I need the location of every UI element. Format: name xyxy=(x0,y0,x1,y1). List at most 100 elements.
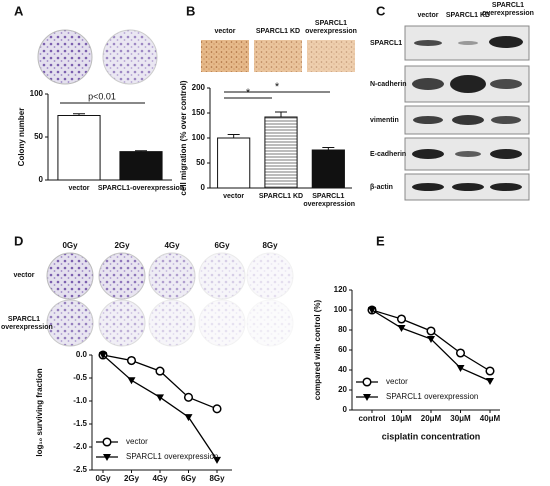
bar xyxy=(311,149,345,189)
bar xyxy=(119,151,163,181)
point xyxy=(126,355,137,366)
image-label: vector xyxy=(214,28,236,35)
blot-column-label: SPARCL1 KD xyxy=(445,12,491,19)
point xyxy=(127,377,136,385)
point xyxy=(396,314,407,324)
panel-label: E xyxy=(376,233,385,248)
x-tick-label: 20μM xyxy=(421,414,442,423)
error-bar xyxy=(322,147,335,150)
panel-label: B xyxy=(186,3,195,18)
blot-row-label: N-cadherin xyxy=(370,81,407,88)
panel-label: C xyxy=(376,3,386,18)
x-tick-label: SPARCL1 KD xyxy=(258,193,304,200)
annotation: * xyxy=(246,87,251,99)
western-blot xyxy=(404,25,530,201)
point xyxy=(397,325,406,332)
blot-row-label: vimentin xyxy=(370,117,399,124)
x-tick-label: 8Gy xyxy=(209,474,225,483)
x-tick-label: SPARCL1-overexpression xyxy=(98,185,184,192)
x-tick-label: 40μM xyxy=(480,414,501,423)
panel-label: A xyxy=(14,3,24,18)
x-tick-label: 4Gy xyxy=(152,474,168,483)
y-axis-label: compared with control (%) xyxy=(313,299,322,400)
blot-row-label: E-cadherin xyxy=(370,151,406,158)
point xyxy=(156,394,164,402)
migration-images xyxy=(201,40,355,72)
point xyxy=(99,352,107,359)
legend-label: vector xyxy=(386,377,408,386)
y-tick-label: 40 xyxy=(338,365,347,374)
point xyxy=(427,336,435,343)
x-tick-label: vector xyxy=(68,185,89,192)
x-tick-label: vector xyxy=(223,193,245,200)
y-tick-label: 120 xyxy=(334,285,348,294)
y-tick-label: -0.5 xyxy=(73,373,87,382)
bar xyxy=(57,115,101,181)
legend-marker xyxy=(102,437,112,447)
x-tick-label: 10μM xyxy=(391,414,412,423)
plate-images xyxy=(37,29,158,85)
point xyxy=(426,326,436,336)
image-label: SPARCL1 overexpression xyxy=(305,20,357,35)
legend-marker xyxy=(363,394,371,401)
point xyxy=(155,366,165,376)
radiation-plates xyxy=(46,252,294,347)
error-bar xyxy=(73,113,85,116)
blot-column-label: vector xyxy=(417,12,439,19)
y-tick-label: 50 xyxy=(34,132,43,141)
blot-row-label: SPARCL1 xyxy=(370,40,402,47)
plate-column-label: 4Gy xyxy=(164,241,180,250)
panel-label: D xyxy=(14,233,23,248)
y-axis-label: log₁₀ surviving fraction xyxy=(35,368,44,456)
y-tick-label: 0.0 xyxy=(76,350,88,359)
y-tick-label: -1.5 xyxy=(73,419,87,428)
plate-column-label: 2Gy xyxy=(114,241,130,250)
x-tick-label: SPARCL1 overexpression xyxy=(303,193,356,208)
point xyxy=(183,392,194,402)
y-tick-label: 50 xyxy=(196,158,205,167)
legend-label: SPARCL1 overexpression xyxy=(126,452,218,461)
y-tick-label: 100 xyxy=(30,89,44,98)
blot-column-label: SPARCL1 overexpression xyxy=(482,2,534,17)
x-tick-label: control xyxy=(358,414,385,423)
y-tick-label: 60 xyxy=(338,345,347,354)
point xyxy=(368,307,376,314)
y-tick-label: 150 xyxy=(192,108,206,117)
x-tick-label: 2Gy xyxy=(124,474,140,483)
x-tick-label: 6Gy xyxy=(181,474,197,483)
bar xyxy=(264,116,298,189)
point xyxy=(213,456,221,464)
x-tick-label: 0Gy xyxy=(95,474,111,483)
y-tick-label: 0 xyxy=(201,183,206,192)
y-axis-label: cell migration (% over control) xyxy=(179,80,188,195)
series-line xyxy=(371,309,491,382)
point xyxy=(212,404,222,414)
bar xyxy=(217,137,251,189)
y-axis-label: Colony number xyxy=(17,108,26,167)
legend-label: vector xyxy=(126,437,148,446)
point xyxy=(485,366,495,376)
point xyxy=(456,365,465,372)
y-tick-label: 80 xyxy=(338,325,347,334)
plate-column-label: 8Gy xyxy=(262,241,278,250)
image-label: SPARCL1 KD xyxy=(255,28,301,35)
error-bar xyxy=(227,134,240,138)
plate-row-label: vector xyxy=(13,272,35,279)
legend-marker xyxy=(103,454,111,461)
plate-row-label: SPARCL1 overexpression xyxy=(1,316,53,331)
y-tick-label: -2.5 xyxy=(73,465,87,474)
blot-row-label: β-actin xyxy=(370,184,393,191)
plate-column-label: 6Gy xyxy=(214,241,230,250)
y-tick-label: 100 xyxy=(192,133,206,142)
point xyxy=(486,378,494,385)
y-tick-label: 100 xyxy=(334,305,348,314)
significance-brackets xyxy=(60,91,330,104)
y-tick-label: 0 xyxy=(39,175,44,184)
x-axis-label: cisplatin concentration xyxy=(382,431,481,441)
legend-label: SPARCL1 overexpression xyxy=(386,392,478,401)
annotation: * xyxy=(275,81,280,93)
point xyxy=(184,414,193,422)
error-bar xyxy=(135,150,147,152)
